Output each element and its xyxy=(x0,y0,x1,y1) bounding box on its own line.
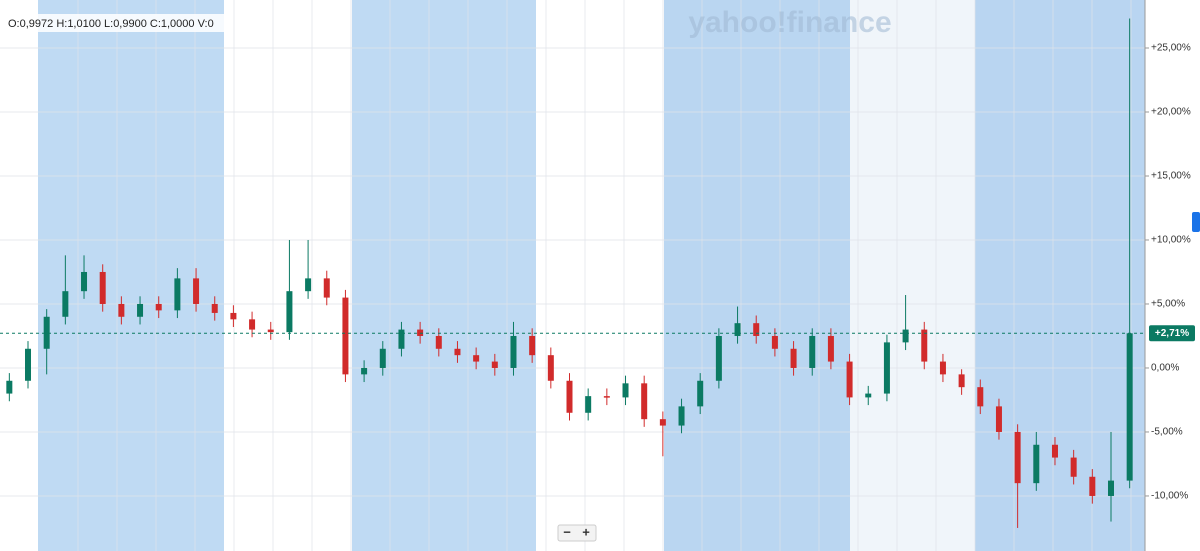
horizontal-grid xyxy=(0,47,1145,497)
candle-body xyxy=(659,419,666,426)
candle-body xyxy=(846,361,853,398)
candle-body xyxy=(286,291,293,333)
session-band xyxy=(38,0,224,551)
candle-body xyxy=(454,348,461,356)
candle-body xyxy=(43,316,50,349)
candle-body xyxy=(25,348,32,381)
candle-body xyxy=(1070,457,1077,477)
candle-body xyxy=(305,278,312,292)
y-tick-label: -10,00% xyxy=(1151,491,1188,502)
candle-body xyxy=(323,278,330,298)
candle-body xyxy=(1126,333,1133,481)
candle-body xyxy=(827,335,834,362)
candle-body xyxy=(734,323,741,336)
candle-body xyxy=(398,329,405,349)
y-tick-label: +15,00% xyxy=(1151,171,1191,182)
y-tick-label: -5,00% xyxy=(1151,427,1183,438)
candle-body xyxy=(174,278,181,311)
candle-body xyxy=(790,348,797,368)
candle-body xyxy=(603,396,610,398)
candle-body xyxy=(958,374,965,388)
candle-body xyxy=(753,323,760,336)
candle-body xyxy=(678,406,685,426)
candle-body xyxy=(491,361,498,368)
candle-body xyxy=(865,393,872,398)
candle-body xyxy=(435,335,442,349)
candles xyxy=(0,18,1145,528)
ohlc-header: O:0,9972 H:1,0100 L:0,9900 C:1,0000 V:0 xyxy=(8,18,214,30)
last-price-label: +2,71% xyxy=(1155,328,1189,339)
candle-body xyxy=(939,361,946,375)
zoom-out[interactable]: − xyxy=(563,524,571,539)
session-band xyxy=(664,0,850,551)
y-axis: -10,00% -5,00% 0,00% +5,00% +10,00% +15,00% +2… xyxy=(1145,43,1195,502)
candle-body xyxy=(267,329,274,333)
candle-body xyxy=(62,291,69,317)
y-tick-label: +25,00% xyxy=(1151,43,1191,54)
candle-body xyxy=(361,367,368,375)
candle-body xyxy=(1051,444,1058,458)
candle-body xyxy=(342,297,349,375)
y-tick-label: +10,00% xyxy=(1151,235,1191,246)
candle-body xyxy=(883,342,890,394)
zoom-in[interactable]: + xyxy=(582,524,590,539)
candle-body xyxy=(585,396,592,413)
candle-body xyxy=(809,335,816,368)
candle-body xyxy=(529,335,536,356)
y-tick-label: +20,00% xyxy=(1151,107,1191,118)
candle-body xyxy=(249,319,256,330)
last-price-badge xyxy=(1149,325,1195,342)
candle-body xyxy=(211,303,218,313)
session-band xyxy=(975,0,1145,551)
y-tick-label: +5,00% xyxy=(1151,299,1185,310)
candle-body xyxy=(547,355,554,381)
candle-body xyxy=(6,380,13,394)
candle-body xyxy=(715,335,722,381)
candle-body xyxy=(510,335,517,368)
candle-body xyxy=(99,271,106,304)
candle-body xyxy=(473,355,480,362)
candle-body xyxy=(1089,476,1096,496)
side-tab[interactable] xyxy=(1192,212,1200,232)
candle-body xyxy=(566,380,573,413)
candle-body xyxy=(622,383,629,398)
candle-body xyxy=(697,380,704,407)
candle-body xyxy=(902,329,909,343)
candle-body xyxy=(977,387,984,407)
y-tick-label: 0,00% xyxy=(1151,363,1179,374)
header-background xyxy=(4,14,224,32)
candle-body xyxy=(81,271,88,292)
candle-body xyxy=(137,303,144,317)
candle-body xyxy=(155,303,162,311)
candle-body xyxy=(379,348,386,368)
candle-body xyxy=(995,406,1002,432)
candle-body xyxy=(230,312,237,320)
vertical-grid xyxy=(77,0,1132,551)
candle-body xyxy=(1107,480,1114,496)
candle-body xyxy=(641,383,648,420)
zoom-controls xyxy=(557,524,597,542)
watermark: yahoo!finance xyxy=(688,6,891,39)
candle-body xyxy=(921,329,928,362)
session-band xyxy=(352,0,536,551)
candle-body xyxy=(193,278,200,304)
candle-body xyxy=(1033,444,1040,484)
candle-body xyxy=(417,329,424,336)
candle-body xyxy=(118,303,125,317)
candle-body xyxy=(1014,431,1021,484)
session-band xyxy=(850,0,975,551)
candle-body xyxy=(771,335,778,349)
